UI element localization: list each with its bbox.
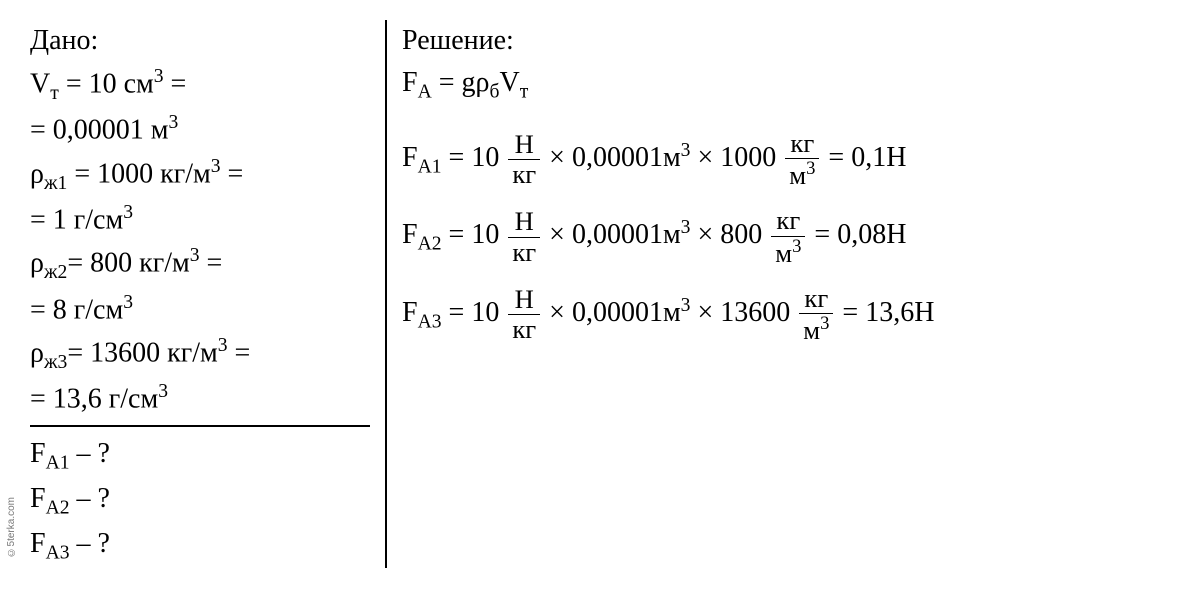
given-line: Vт = 10 см3 = <box>30 62 370 108</box>
given-line: = 1 г/см3 <box>30 198 370 241</box>
left-column: Дано: Vт = 10 см3 == 0,00001 м3ρж1 = 100… <box>30 20 385 568</box>
find-line: FA2 – ? <box>30 478 370 523</box>
find-line: FA1 – ? <box>30 433 370 478</box>
given-line: ρж2= 800 кг/м3 = <box>30 241 370 287</box>
right-column: Решение: FA = gρбVт FA1 = 10 Нкг × 0,000… <box>385 20 1149 568</box>
given-title: Дано: <box>30 20 370 62</box>
solution-title: Решение: <box>402 20 1149 62</box>
physics-problem: Дано: Vт = 10 см3 == 0,00001 м3ρж1 = 100… <box>30 20 1149 568</box>
given-line: = 13,6 г/см3 <box>30 377 370 420</box>
given-line: ρж1 = 1000 кг/м3 = <box>30 152 370 198</box>
watermark: ©5terka.com <box>6 497 17 557</box>
given-line: = 8 г/см3 <box>30 288 370 331</box>
given-line: = 0,00001 м3 <box>30 108 370 151</box>
solution-formula: FA = gρбVт <box>402 62 1149 107</box>
solution-step: FA2 = 10 Нкг × 0,00001м3 × 800 кгм3 = 0,… <box>402 206 1149 267</box>
solution-step: FA1 = 10 Нкг × 0,00001м3 × 1000 кгм3 = 0… <box>402 129 1149 190</box>
given-section: Дано: Vт = 10 см3 == 0,00001 м3ρж1 = 100… <box>30 20 370 427</box>
solution-step: FA3 = 10 Нкг × 0,00001м3 × 13600 кгм3 = … <box>402 284 1149 345</box>
find-line: FA3 – ? <box>30 523 370 568</box>
given-line: ρж3= 13600 кг/м3 = <box>30 331 370 377</box>
find-section: FA1 – ?FA2 – ?FA3 – ? <box>30 427 370 568</box>
